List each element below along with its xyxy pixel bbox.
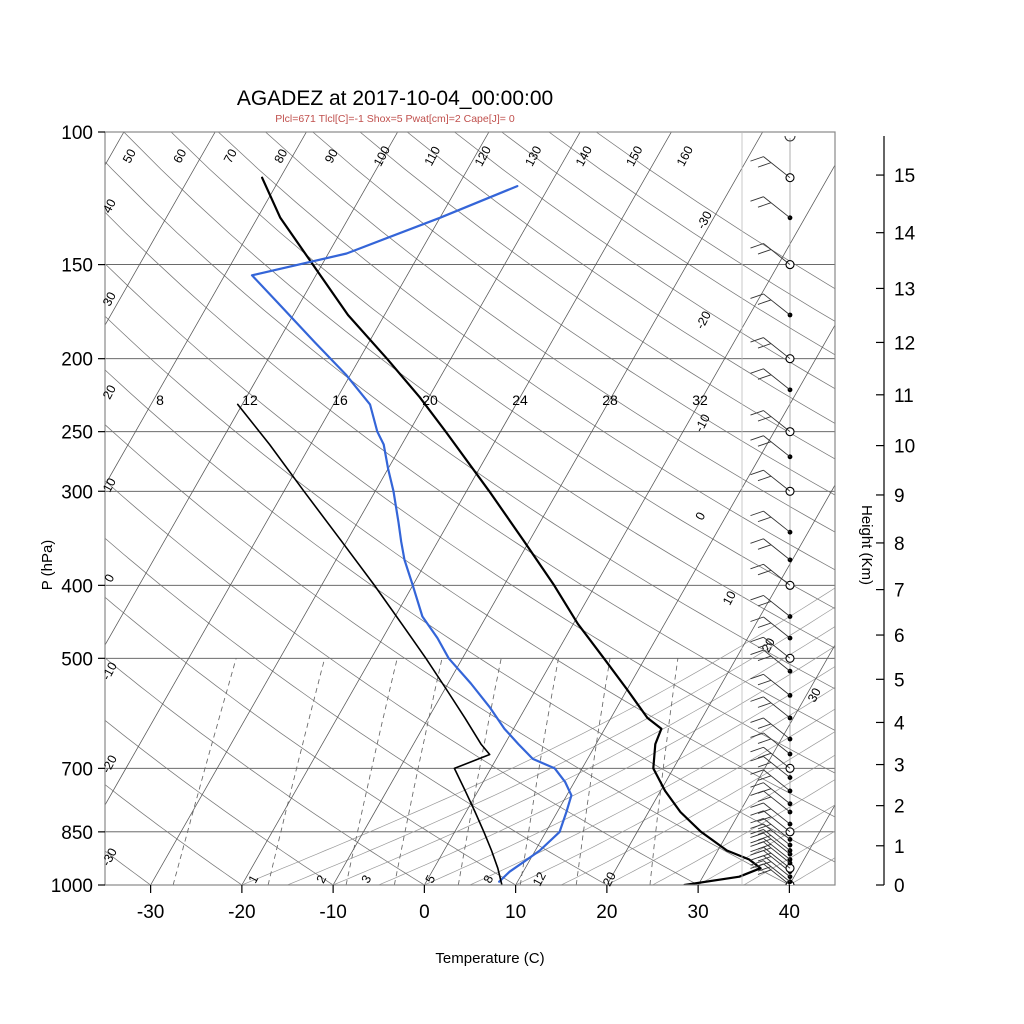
pressure-axis-title: P (hPa)	[39, 540, 56, 591]
height-tick-label: 3	[894, 756, 905, 777]
isotherm-label-right: 30	[805, 686, 824, 705]
dry-adiabat-label: 32	[692, 392, 708, 408]
wind-barb-column	[750, 135, 796, 885]
moist-adiabat-grid	[241, 587, 835, 885]
height-tick-label: 6	[894, 626, 905, 647]
height-tick-label: 7	[894, 581, 905, 602]
height-tick-label: 0	[894, 876, 905, 897]
temperature-axis: -30 -20 -10 0 10 20 30 40	[137, 885, 800, 923]
trace-temperature	[261, 176, 762, 885]
theta-label: 60	[171, 147, 190, 166]
height-tick-label: 10	[894, 437, 915, 458]
theta-label: 80	[272, 147, 291, 166]
height-tick-label: 14	[894, 224, 916, 245]
temperature-tick-label: -10	[319, 902, 346, 923]
trace-parcel	[236, 403, 503, 885]
isotherm-label-left: 10	[100, 476, 119, 495]
pressure-tick-label: 1000	[51, 876, 93, 897]
isotherm-label-left: -20	[99, 753, 120, 776]
height-axis-title: Height (Km)	[858, 505, 875, 585]
isotherm-label-right: -20	[693, 309, 714, 332]
theta-label: 120	[472, 144, 494, 169]
mixing-ratio-label: 3	[359, 873, 375, 886]
temperature-tick-label: 20	[596, 902, 617, 923]
height-tick-label: 5	[894, 670, 905, 691]
isobar-grid	[105, 131, 835, 886]
height-tick-label: 13	[894, 279, 915, 300]
page-title: AGADEZ at 2017-10-04_00:00:00	[237, 87, 553, 110]
theta-label: 110	[422, 144, 444, 168]
height-tick-label: 1	[894, 837, 905, 858]
theta-label: 100	[371, 144, 393, 169]
height-tick-label: 11	[894, 386, 914, 407]
mixing-ratio-label: 8	[481, 873, 497, 886]
dry-adiabat-label: 24	[512, 392, 528, 408]
height-tick-label: 12	[894, 333, 915, 354]
isotherm-label-left: 20	[100, 383, 119, 402]
theta-label: 130	[522, 144, 544, 169]
pressure-tick-label: 100	[61, 123, 93, 144]
temperature-tick-label: 10	[505, 902, 526, 923]
theta-label: 70	[221, 147, 240, 166]
theta-label: 90	[322, 147, 341, 166]
isotherm-label-right: -10	[692, 412, 713, 435]
isotherm-label-right: 0	[693, 510, 709, 523]
temperature-tick-label: 40	[779, 902, 800, 923]
isotherm-label-left: 40	[100, 197, 119, 216]
isotherm-label-right: 10	[720, 589, 739, 608]
pressure-axis: 100 150 200 250 300 400 500 700 850 1000	[51, 123, 105, 897]
height-tick-label: 2	[894, 797, 905, 818]
mixing-ratio-label: 12	[530, 870, 549, 889]
isotherm-label-left: -30	[99, 846, 120, 869]
pressure-tick-label: 400	[61, 576, 93, 597]
pressure-tick-label: 300	[61, 482, 93, 503]
trace-dewpoint	[250, 185, 573, 883]
isotherm-label-left: 30	[100, 290, 119, 309]
dry-adiabat-label: 12	[242, 392, 258, 408]
sounding-stats-subtitle: Plcl=671 Tlcl[C]=-1 Shox=5 Pwat[cm]=2 Ca…	[275, 113, 515, 125]
temperature-tick-label: 30	[688, 902, 709, 923]
isotherm-label-right: 20	[759, 636, 778, 655]
temperature-tick-label: 0	[419, 902, 430, 923]
pressure-tick-label: 500	[61, 649, 93, 670]
height-tick-label: 8	[894, 534, 905, 555]
height-tick-label: 4	[894, 713, 905, 734]
temperature-tick-label: -30	[137, 902, 164, 923]
mixing-ratio-grid	[172, 658, 679, 885]
pressure-tick-label: 700	[61, 759, 93, 780]
height-tick-label: 15	[894, 166, 915, 187]
wind-top-marker	[784, 135, 796, 142]
sounding-traces	[236, 176, 762, 885]
theta-label: 50	[120, 147, 139, 166]
pressure-tick-label: 150	[61, 256, 93, 277]
dry-adiabat-label: 20	[422, 392, 438, 408]
theta-label: 140	[573, 144, 595, 169]
pressure-tick-label: 250	[61, 423, 93, 444]
plot-frame	[104, 131, 836, 886]
isotherm-label-left: 0	[102, 572, 118, 585]
temperature-axis-title: Temperature (C)	[435, 950, 544, 967]
pressure-tick-label: 200	[61, 350, 93, 371]
dry-adiabat-grid	[105, 132, 835, 885]
isotherm-grid	[105, 132, 835, 885]
isotherm-label-right: -30	[694, 209, 715, 232]
isotherm-label-left: -10	[99, 660, 120, 683]
mixing-ratio-label: 20	[600, 870, 619, 889]
mixing-ratio-label: 1	[246, 873, 262, 886]
dry-adiabat-label: 16	[332, 392, 348, 408]
theta-label: 160	[674, 144, 696, 169]
height-tick-label: 9	[894, 486, 905, 507]
pressure-tick-label: 850	[61, 823, 93, 844]
temperature-tick-label: -20	[228, 902, 255, 923]
grid-line-labels: 50 60 70 80 90 100 110 120 130 140 150 160403020100…	[99, 144, 824, 889]
mixing-ratio-label: 2	[314, 873, 330, 886]
dry-adiabat-label: 8	[156, 392, 164, 408]
dry-adiabat-label: 28	[602, 392, 618, 408]
